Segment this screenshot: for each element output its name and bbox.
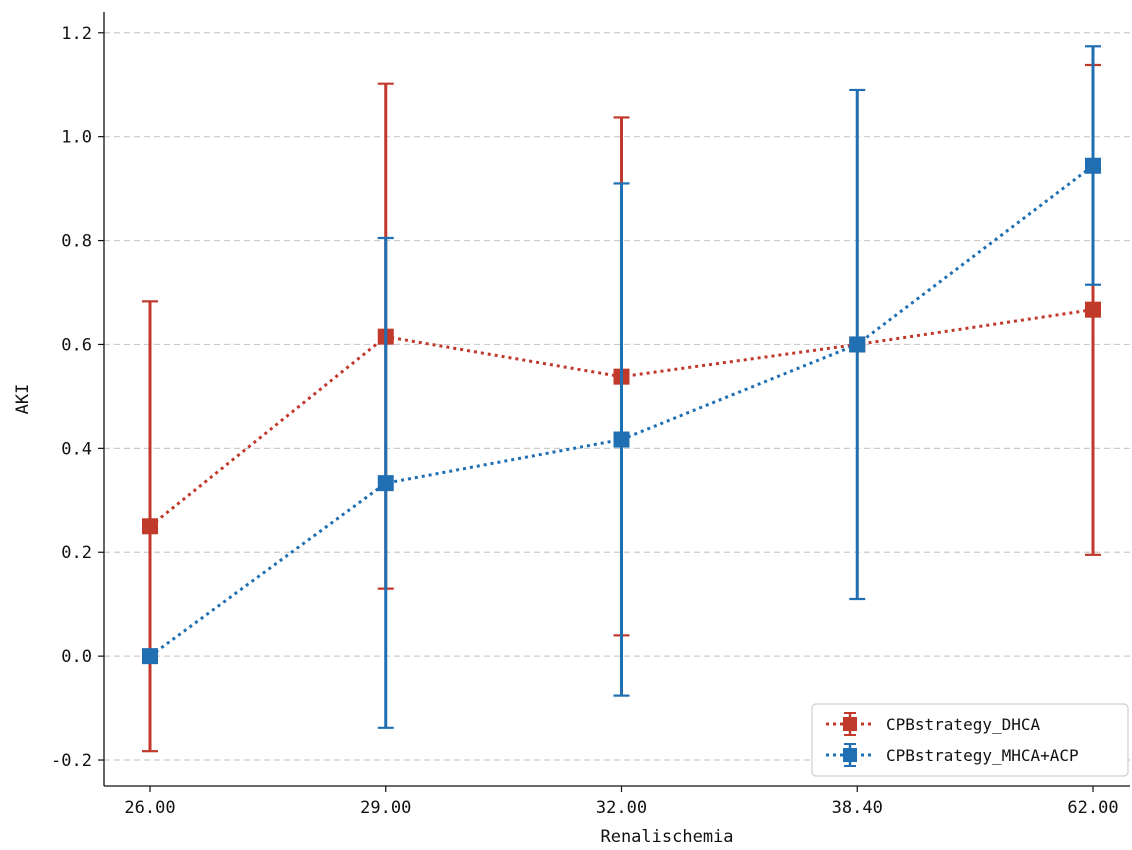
legend-marker [843,717,857,731]
y-tick-label: 1.2 [61,24,92,44]
axes-layer: -0.2 0.0 0.2 0.4 0.6 0.8 1.0 1.2 26.00 29.00 32.00… [51,12,1130,818]
legend-marker [843,748,857,762]
y-axis-label: AKI [13,384,33,415]
series-layer [142,45,1101,753]
y-tick-label: 0.0 [61,647,92,667]
data-point [142,648,158,665]
legend-box [811,703,1129,777]
y-tick-label: -0.2 [51,751,92,771]
data-point [613,431,630,448]
legend-label: CPBstrategy_DHCA [886,715,1040,734]
x-tick-label: 32.00 [596,798,647,818]
x-tick-label: 26.00 [124,798,175,818]
x-axis-label: Renalischemia [600,827,733,847]
series-mhca-acp [142,45,1101,729]
data-point [849,336,866,353]
y-tick-label: 0.4 [61,439,92,459]
x-tick-label: 38.40 [832,798,883,818]
grid-layer [104,32,1130,761]
data-point [1085,301,1101,318]
data-point [1085,157,1101,174]
legend-label: CPBstrategy_MHCA+ACP [886,746,1079,765]
y-tick-label: 0.2 [61,543,92,563]
x-tick-label: 29.00 [360,798,411,818]
legend: CPBstrategy_DHCA CPBstrategy_MHCA+ACP [811,703,1129,777]
data-point [377,475,394,492]
x-tick-label: 62.00 [1067,798,1118,818]
y-tick-label: 1.0 [61,128,92,148]
data-point [142,518,158,535]
y-tick-label: 0.6 [61,335,92,355]
y-tick-label: 0.8 [61,232,92,252]
